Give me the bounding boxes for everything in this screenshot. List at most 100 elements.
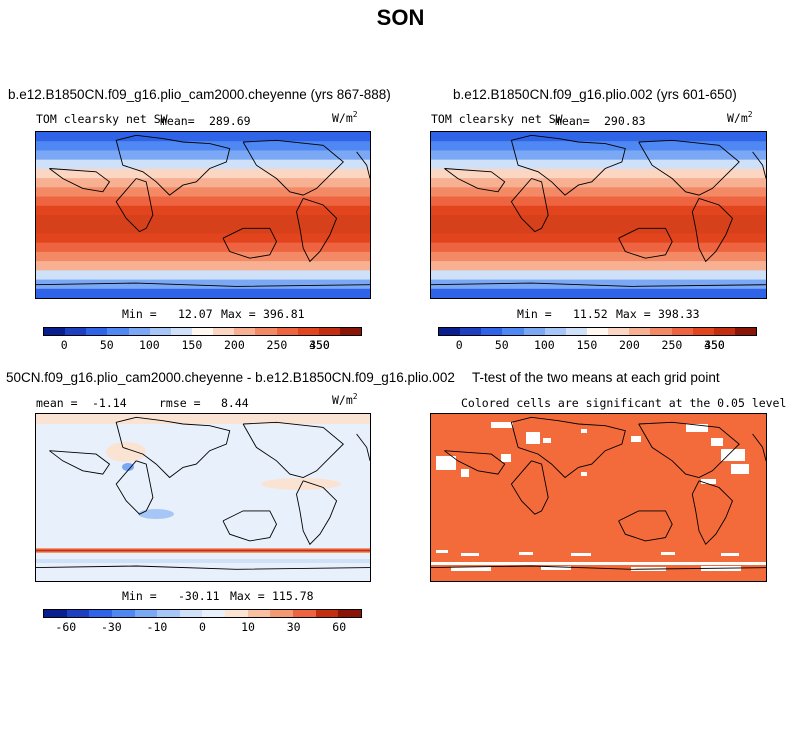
coastline (115, 460, 154, 515)
coastline (115, 416, 231, 479)
panel4-coastlines (431, 416, 766, 570)
colorbar-segment (111, 610, 135, 617)
panel2-map (430, 131, 767, 299)
colorbar-segment (671, 328, 693, 335)
colorbar-segment (89, 610, 112, 617)
colorbar-segment (255, 328, 277, 335)
colorbar-segment (276, 328, 298, 335)
coastline (431, 565, 766, 570)
colorbar-tick-label: 100 (533, 338, 555, 352)
colorbar-tick-label: 10 (241, 620, 255, 634)
latitude-band (431, 196, 766, 207)
colorbar-segment (608, 328, 630, 335)
panel2-unit-exp: 2 (747, 110, 753, 119)
panel1-title: b.e12.B1850CN.f09_g16.plio_cam2000.cheye… (8, 87, 391, 102)
colorbar-segment (179, 610, 203, 617)
panel2-colorbar (438, 327, 757, 336)
latitude-band (431, 288, 766, 298)
panel3-southern-band-core (36, 549, 370, 552)
colorbar-tick-label: 50 (99, 338, 114, 352)
colorbar-segment (191, 328, 214, 335)
colorbar-segment (157, 610, 180, 617)
coastline (222, 510, 278, 542)
panel3-rmse-value: 8.44 (221, 396, 249, 410)
coastline (691, 197, 734, 263)
latitude-band (36, 270, 370, 281)
panel3-mean-value: -1.14 (92, 396, 127, 410)
coastline (510, 178, 549, 233)
coastline (36, 282, 370, 287)
latitude-band (431, 141, 766, 151)
colorbar-tick-label: 450 (704, 338, 725, 352)
coastline (222, 227, 278, 259)
latitude-band (431, 233, 766, 244)
coastline (510, 460, 549, 515)
latitude-band (431, 168, 766, 179)
panel3-unit-base: W/m (332, 392, 353, 407)
panel1-bands (36, 132, 370, 298)
colorbar-tick-label: 0 (199, 620, 206, 634)
panel1-map (35, 131, 371, 299)
panel1-colorbar (43, 327, 362, 336)
panel1-mean-value: 289.69 (209, 114, 251, 128)
panel1-min-value: 12.07 (178, 307, 213, 321)
latitude-band (431, 251, 766, 262)
colorbar-tick-label: 200 (224, 338, 245, 352)
colorbar-segment (270, 610, 294, 617)
colorbar-segment (713, 328, 735, 335)
panel2-colorbar-ticks: 0 50 100 150 200 250 350 450 (438, 338, 757, 352)
colorbar-segment (629, 328, 651, 335)
colorbar-segment (66, 610, 90, 617)
latitude-band (431, 150, 766, 161)
colorbar-tick-label: 150 (576, 338, 598, 352)
coastline (510, 416, 626, 479)
coastline (444, 450, 506, 475)
colorbar-segment (481, 328, 503, 335)
colorbar-segment (523, 328, 545, 335)
panel3-rmse-label: rmse = (159, 396, 201, 410)
panel1-unit-base: W/m (332, 110, 353, 125)
coastline (431, 282, 766, 287)
colorbar-tick-label: 0 (60, 338, 68, 352)
latitude-band (36, 141, 370, 151)
panel3-title: 50CN.f09_g16.plio_cam2000.cheyenne - b.e… (6, 370, 455, 385)
panel2-min-label: Min = (517, 307, 552, 321)
coastline (618, 510, 673, 542)
colorbar-segment (213, 328, 235, 335)
coastline (618, 227, 673, 259)
latitude-band (36, 224, 370, 234)
panel3-map (35, 413, 371, 582)
panel4-significance-fill (431, 414, 766, 581)
panel3-anomaly-indian (138, 509, 174, 519)
colorbar-tick-label: 200 (619, 338, 640, 352)
colorbar-segment (586, 328, 609, 335)
colorbar-segment (44, 328, 66, 335)
colorbar-segment (544, 328, 566, 335)
colorbar-segment (86, 328, 108, 335)
colorbar-segment (149, 328, 171, 335)
latitude-band (36, 279, 370, 290)
figure-title: SON (376, 5, 425, 30)
colorbar-segment (225, 610, 248, 617)
panel1-unit: W/m2 (332, 110, 358, 125)
colorbar-segment (234, 328, 256, 335)
panel1-max-value: 396.81 (263, 307, 305, 321)
coastline (49, 450, 111, 475)
latitude-band (36, 132, 370, 142)
latitude-band (36, 261, 370, 271)
colorbar-segment (692, 328, 714, 335)
coastline (444, 168, 506, 193)
panel2-mean-value: 290.83 (604, 114, 646, 128)
panel2-map-svg (431, 132, 766, 298)
panel2-variable-label: TOM clearsky net SW (431, 112, 563, 126)
panel3-coastlines (36, 416, 370, 570)
panel2-max-value: 398.33 (658, 307, 700, 321)
panel2-min-value: 11.52 (573, 307, 608, 321)
colorbar-segment (565, 328, 587, 335)
panel3-background (36, 414, 370, 581)
colorbar-tick-label: 450 (309, 338, 330, 352)
colorbar-segment (315, 610, 339, 617)
coastline (296, 480, 338, 546)
latitude-band (36, 168, 370, 179)
panel1-map-svg (36, 132, 370, 298)
